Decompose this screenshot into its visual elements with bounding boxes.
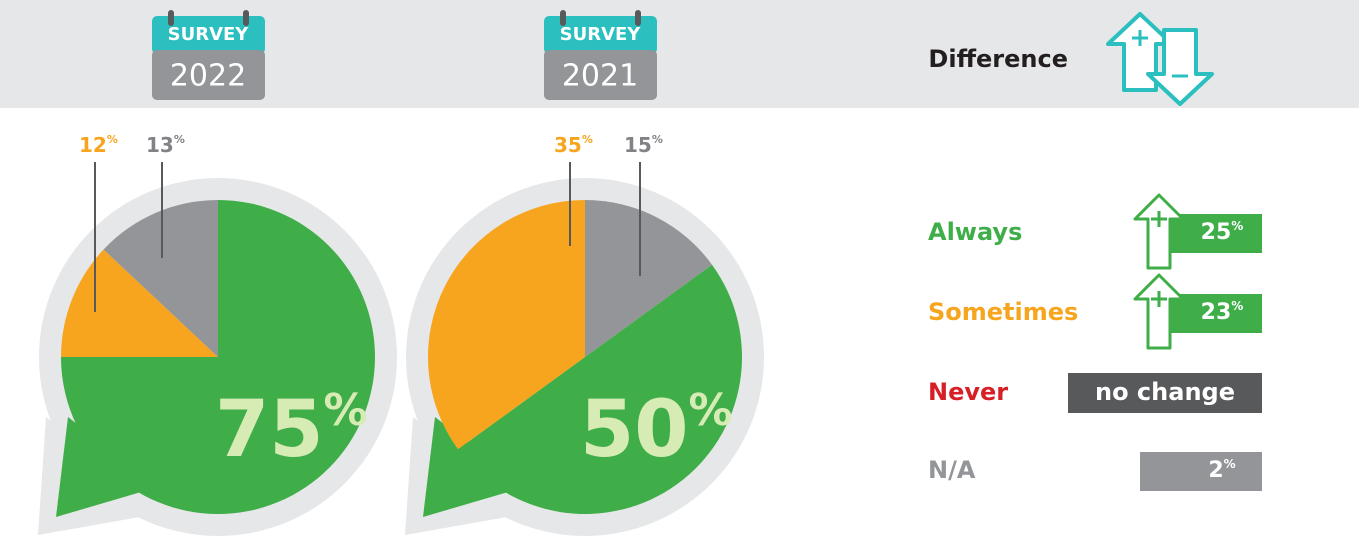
survey-icon: SURVEY 2021 xyxy=(544,10,657,100)
value: 15 xyxy=(624,133,652,157)
main-value-label: 50% xyxy=(580,385,733,475)
icon-ring xyxy=(168,10,174,26)
up-arrow xyxy=(1133,193,1185,270)
icon-ring xyxy=(560,10,566,26)
value: 23 xyxy=(1201,300,1232,325)
survey-label: SURVEY xyxy=(560,24,642,45)
survey-icon: SURVEY 2022 xyxy=(152,10,265,100)
value: 2 xyxy=(1208,458,1223,483)
pie-slice xyxy=(428,200,585,450)
plus-sign xyxy=(1151,291,1167,307)
survey-year: 2021 xyxy=(562,59,638,94)
value: 12 xyxy=(79,133,107,157)
up-arrow xyxy=(1133,273,1185,350)
icon-ring xyxy=(243,10,249,26)
row-label: Never xyxy=(928,378,1008,406)
unit: % xyxy=(582,133,593,146)
badge-value: 2% xyxy=(1208,457,1235,484)
icon-bottom xyxy=(152,50,265,100)
badge-value: 23% xyxy=(1201,299,1244,326)
unit: % xyxy=(1231,219,1243,233)
row-label: Sometimes xyxy=(928,298,1078,326)
slice-value-label: 13% xyxy=(146,133,185,157)
slice-value-label: 35% xyxy=(554,133,593,157)
unit: % xyxy=(689,385,733,436)
icon-top xyxy=(544,16,657,54)
icon-top xyxy=(152,16,265,54)
value: 25 xyxy=(1201,220,1232,245)
value: 75 xyxy=(215,385,324,475)
unit: % xyxy=(1231,299,1243,313)
value: 35 xyxy=(554,133,582,157)
main-value-label: 75% xyxy=(215,385,368,475)
badge xyxy=(1068,373,1262,413)
badge-value: 25% xyxy=(1201,219,1244,246)
unit: % xyxy=(1224,457,1236,471)
slice-value-label: 12% xyxy=(79,133,118,157)
survey-year: 2022 xyxy=(170,59,246,94)
pie-slice xyxy=(61,249,218,357)
pie-slice xyxy=(103,200,218,357)
pie-slice xyxy=(457,264,743,515)
row-label: N/A xyxy=(928,456,976,484)
icon-ring xyxy=(635,10,641,26)
value: 13 xyxy=(146,133,174,157)
value: 50 xyxy=(580,385,689,475)
unit: % xyxy=(324,385,368,436)
unit: % xyxy=(652,133,663,146)
row-label: Always xyxy=(928,218,1022,246)
unit: % xyxy=(107,133,118,146)
difference-title: Difference xyxy=(928,45,1068,73)
badge xyxy=(1140,452,1262,491)
icon-bottom xyxy=(544,50,657,100)
badge-text: no change xyxy=(1095,378,1235,406)
plus-sign xyxy=(1151,211,1167,227)
unit: % xyxy=(174,133,185,146)
slice-value-label: 15% xyxy=(624,133,663,157)
difference-icon xyxy=(1106,12,1214,106)
pie-slice xyxy=(585,200,713,357)
survey-label: SURVEY xyxy=(168,24,250,45)
